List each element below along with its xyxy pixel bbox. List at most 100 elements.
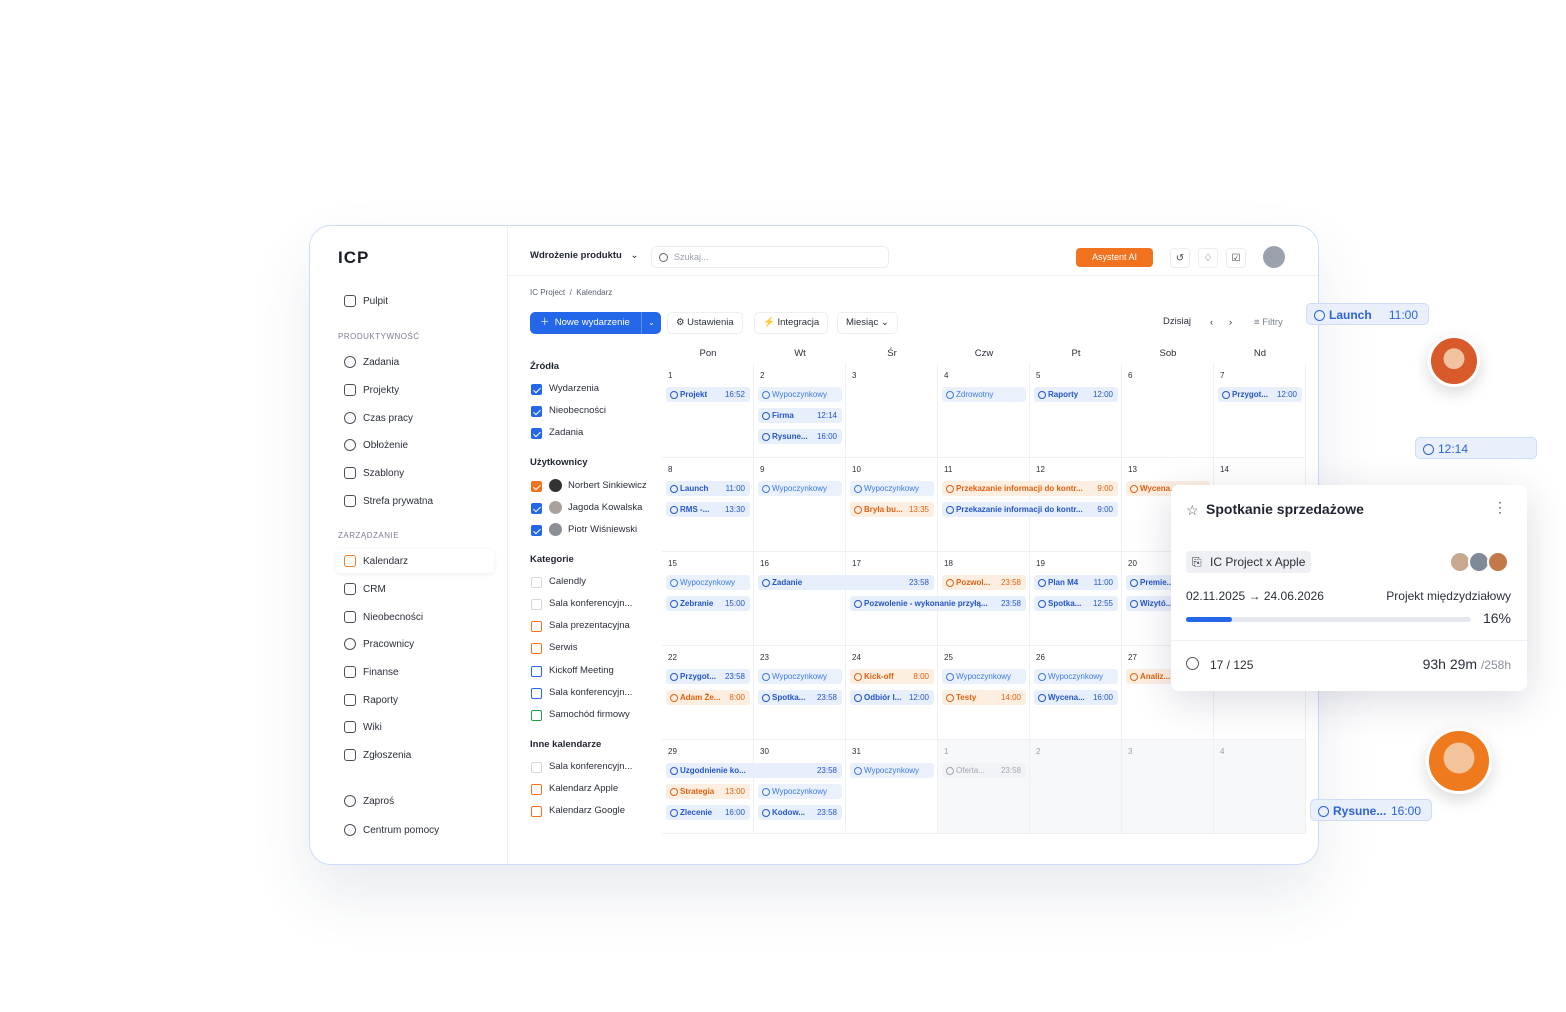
calendar-event[interactable]: Oferta... 23:58 <box>942 763 1026 778</box>
breadcrumb-root[interactable]: IC Project <box>530 288 566 297</box>
sidebar-item-absences[interactable]: Nieobecności <box>336 605 494 629</box>
sidebar-item-employees[interactable]: Pracownicy <box>336 632 494 656</box>
calendar-event[interactable]: Wypoczynkowy <box>1034 669 1118 684</box>
more-icon[interactable]: ⋮ <box>1493 499 1507 515</box>
sidebar-item-crm[interactable]: CRM <box>336 577 494 601</box>
calendar-event[interactable]: Zdrowotny <box>942 387 1026 402</box>
calendar-event[interactable]: Bryła bu... 13:35 <box>850 502 934 517</box>
sidebar-item-invite[interactable]: Zaproś <box>336 789 494 813</box>
calendar-event[interactable]: Strategia 13:00 <box>666 784 750 799</box>
calendar-day-cell[interactable]: 31 <box>846 740 938 834</box>
sidebar-item-templates[interactable]: Szablony <box>336 461 494 485</box>
calendar-event[interactable]: Projekt 16:52 <box>666 387 750 402</box>
user-avatar[interactable] <box>1263 246 1285 268</box>
calendar-event[interactable]: Rysune... 16:00 <box>758 429 842 444</box>
calendar-day-cell[interactable]: 9 <box>754 458 846 552</box>
calendar-event[interactable]: Spotka... 23:58 <box>758 690 842 705</box>
filters-button[interactable]: ≡ Filtry <box>1254 312 1283 334</box>
calendar-event[interactable]: Wycena... 16:00 <box>1034 690 1118 705</box>
calendar-event[interactable]: Raporty 12:00 <box>1034 387 1118 402</box>
sidebar-item-private[interactable]: Strefa prywatna <box>336 489 494 513</box>
calendar-day-cell[interactable]: 2 <box>1030 740 1122 834</box>
calendar-event[interactable]: Testy 14:00 <box>942 690 1026 705</box>
calendar-event[interactable]: Przekazanie informacji do kontr... 9:00 <box>942 481 1118 496</box>
star-icon[interactable]: ☆ <box>1186 502 1199 518</box>
calendar-event[interactable]: Kick-off 8:00 <box>850 669 934 684</box>
source-checkbox[interactable] <box>531 428 542 439</box>
calendar-day-cell[interactable]: 16 <box>754 552 846 646</box>
settings-button[interactable]: ⚙ Ustawienia <box>667 312 743 334</box>
chevron-down-icon[interactable]: ⌄ <box>641 312 661 334</box>
floating-event-launch[interactable]: Launch 11:00 <box>1306 303 1429 325</box>
category-checkbox[interactable] <box>531 666 542 677</box>
calendar-event[interactable]: Przekazanie informacji do kontr... 9:00 <box>942 502 1118 517</box>
category-checkbox[interactable] <box>531 643 542 654</box>
user-checkbox[interactable] <box>531 503 542 514</box>
calendar-event[interactable]: Adam Że... 8:00 <box>666 690 750 705</box>
calendar-event[interactable]: Zlecenie 16:00 <box>666 805 750 820</box>
category-checkbox[interactable] <box>531 688 542 699</box>
sidebar-item-tasks[interactable]: Zadania <box>336 350 494 374</box>
calendar-day-cell[interactable]: 1 <box>662 364 754 458</box>
user-checkbox[interactable] <box>531 481 542 492</box>
floating-event-time[interactable]: 12:14 <box>1415 437 1537 459</box>
search-input[interactable]: Szukaj... <box>651 246 889 268</box>
bell-icon[interactable]: ♢ <box>1198 248 1218 268</box>
calendar-event[interactable]: Spotka... 12:55 <box>1034 596 1118 611</box>
category-checkbox[interactable] <box>531 599 542 610</box>
tasks-icon[interactable]: ☑ <box>1226 248 1246 268</box>
calendar-event[interactable]: Uzgodnienie ko... 23:58 <box>666 763 842 778</box>
calendar-day-cell[interactable]: 3 <box>1122 740 1214 834</box>
calendar-day-cell[interactable]: 7 <box>1214 364 1306 458</box>
sidebar-item-reports[interactable]: Raporty <box>336 688 494 712</box>
category-checkbox[interactable] <box>531 577 542 588</box>
next-month-icon[interactable]: › <box>1229 317 1233 328</box>
calendar-event[interactable]: Wypoczynkowy <box>850 763 934 778</box>
calendar-event[interactable]: Wypoczynkowy <box>666 575 750 590</box>
calendar-event[interactable]: Zebranie 15:00 <box>666 596 750 611</box>
calendar-day-cell[interactable]: 4 <box>1214 740 1306 834</box>
sidebar-item-workload[interactable]: Obłożenie <box>336 433 494 457</box>
ai-assistant-button[interactable]: Asystent AI <box>1076 248 1153 267</box>
calendar-event[interactable]: Odbiór I... 12:00 <box>850 690 934 705</box>
new-event-button[interactable]: ＋ Nowe wydarzenie ⌄ <box>530 312 661 334</box>
calendar-day-cell[interactable]: 3 <box>846 364 938 458</box>
sidebar-item-tickets[interactable]: Zgłoszenia <box>336 743 494 767</box>
source-checkbox[interactable] <box>531 406 542 417</box>
floating-event-rysunek[interactable]: Rysune... 16:00 <box>1310 799 1432 821</box>
sidebar-item-finance[interactable]: Finanse <box>336 660 494 684</box>
calendar-day-cell[interactable]: 1 <box>938 740 1030 834</box>
calendar-event[interactable]: Przygot... 12:00 <box>1218 387 1302 402</box>
calendar-event[interactable]: RMS -... 13:30 <box>666 502 750 517</box>
calendar-event[interactable]: Plan M4 11:00 <box>1034 575 1118 590</box>
calendar-event[interactable]: Wypoczynkowy <box>758 387 842 402</box>
calendar-event[interactable]: Launch 11:00 <box>666 481 750 496</box>
calendar-checkbox[interactable] <box>531 806 542 817</box>
calendar-event[interactable]: Wypoczynkowy <box>758 784 842 799</box>
calendar-event[interactable]: Kodow... 23:58 <box>758 805 842 820</box>
sidebar-item-projects[interactable]: Projekty <box>336 378 494 402</box>
calendar-event[interactable]: Przygot... 23:58 <box>666 669 750 684</box>
category-checkbox[interactable] <box>531 621 542 632</box>
history-icon[interactable]: ↺ <box>1170 248 1190 268</box>
calendar-checkbox[interactable] <box>531 762 542 773</box>
calendar-day-cell[interactable]: 4 <box>938 364 1030 458</box>
calendar-event[interactable]: Firma 12:14 <box>758 408 842 423</box>
calendar-event[interactable]: Wypoczynkowy <box>942 669 1026 684</box>
integration-button[interactable]: ⚡ Integracja <box>754 312 829 334</box>
prev-month-icon[interactable]: ‹ <box>1210 317 1214 328</box>
calendar-event[interactable]: Wypoczynkowy <box>758 481 842 496</box>
calendar-event[interactable]: Wypoczynkowy <box>850 481 934 496</box>
event-detail-card[interactable]: ☆ Spotkanie sprzedażowe ⋮ ⎘ IC Project x … <box>1171 485 1527 691</box>
source-checkbox[interactable] <box>531 384 542 395</box>
category-checkbox[interactable] <box>531 710 542 721</box>
sidebar-item-calendar[interactable]: Kalendarz <box>336 549 494 573</box>
sidebar-item-wiki[interactable]: Wiki <box>336 715 494 739</box>
calendar-event[interactable]: Pozwol... 23:58 <box>942 575 1026 590</box>
calendar-event[interactable]: Pozwolenie - wykonanie przyłą... 23:58 <box>850 596 1026 611</box>
calendar-checkbox[interactable] <box>531 784 542 795</box>
calendar-event[interactable]: Zadanie 23:58 <box>758 575 934 590</box>
sidebar-item-time[interactable]: Czas pracy <box>336 406 494 430</box>
calendar-event[interactable]: Wypoczynkowy <box>758 669 842 684</box>
sidebar-item-help[interactable]: Centrum pomocy <box>336 818 494 842</box>
